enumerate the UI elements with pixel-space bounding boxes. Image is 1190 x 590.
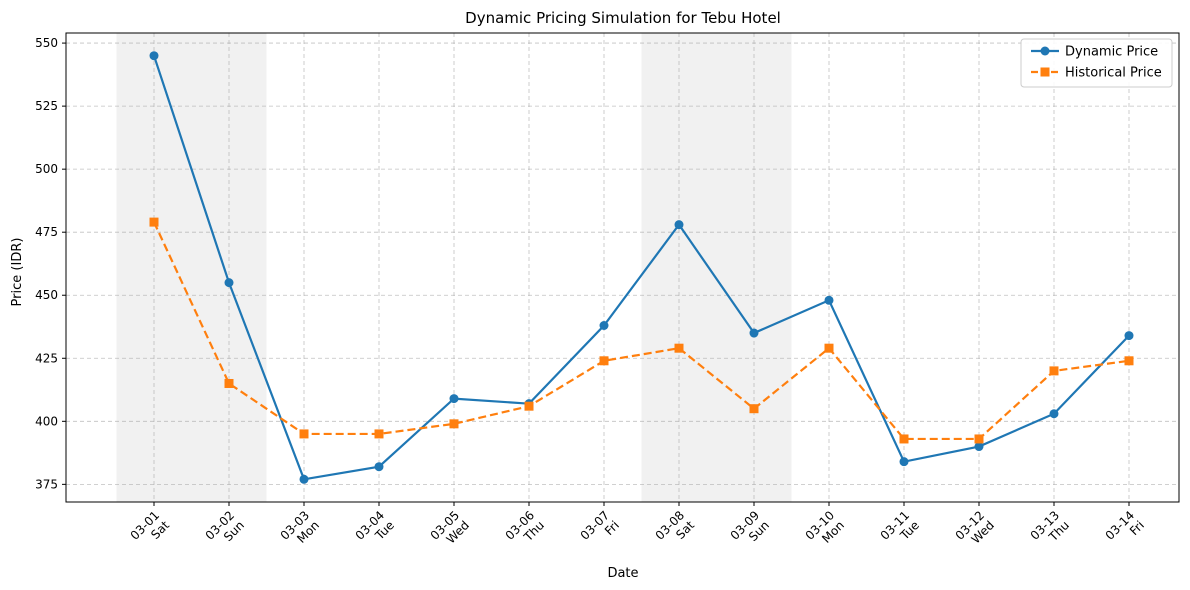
data-point-square — [749, 404, 759, 414]
data-point-square — [899, 434, 909, 444]
data-point-square — [824, 343, 834, 353]
y-tick-label: 425 — [35, 351, 58, 365]
chart-title: Dynamic Pricing Simulation for Tebu Hote… — [465, 9, 781, 27]
data-point-square — [149, 217, 159, 227]
data-point-circle — [974, 442, 984, 452]
series-line — [153, 221, 1130, 441]
data-point-square — [1049, 366, 1059, 376]
grid-lines — [66, 33, 1179, 502]
data-point-circle — [674, 220, 684, 230]
legend: Dynamic Price Historical Price — [1020, 38, 1173, 88]
data-point-circle — [299, 474, 309, 484]
data-point-circle — [449, 394, 459, 404]
y-tick-label: 375 — [35, 477, 58, 491]
data-point-circle — [824, 295, 834, 305]
y-tick-label: 500 — [35, 162, 58, 176]
y-tick-label: 400 — [35, 414, 58, 428]
data-point-square — [1124, 356, 1134, 366]
data-point-square — [599, 356, 609, 366]
data-point-circle — [149, 51, 159, 61]
data-point-square — [374, 429, 384, 439]
data-point-circle — [899, 457, 909, 467]
data-point-circle — [224, 278, 234, 288]
data-point-circle — [1049, 409, 1059, 419]
data-point-circle — [1124, 331, 1134, 341]
y-tick-label: 450 — [35, 288, 58, 302]
x-axis-label: Date — [607, 566, 638, 581]
y-axis-label: Price (IDR) — [10, 238, 25, 307]
legend-label: Historical Price — [1065, 66, 1162, 81]
y-tick-label: 475 — [35, 225, 58, 239]
y-tick-label: 525 — [35, 99, 58, 113]
legend-marker-circle — [1040, 46, 1050, 56]
y-tick-label: 550 — [35, 36, 58, 50]
data-point-circle — [374, 462, 384, 472]
series-lines — [149, 51, 1134, 484]
plot-frame — [65, 32, 1180, 503]
data-point-square — [449, 419, 459, 429]
data-point-square — [974, 434, 984, 444]
data-point-square — [524, 401, 534, 411]
y-axis-ticks: 375 400 425 450 475 500 525 550 — [35, 36, 66, 491]
data-point-square — [299, 429, 309, 439]
data-point-circle — [749, 328, 759, 338]
legend-label: Dynamic Price — [1065, 45, 1158, 60]
data-point-square — [224, 378, 234, 388]
legend-marker-square — [1040, 67, 1050, 77]
data-point-square — [674, 343, 684, 353]
data-point-circle — [599, 320, 609, 330]
series-line — [152, 55, 1130, 481]
